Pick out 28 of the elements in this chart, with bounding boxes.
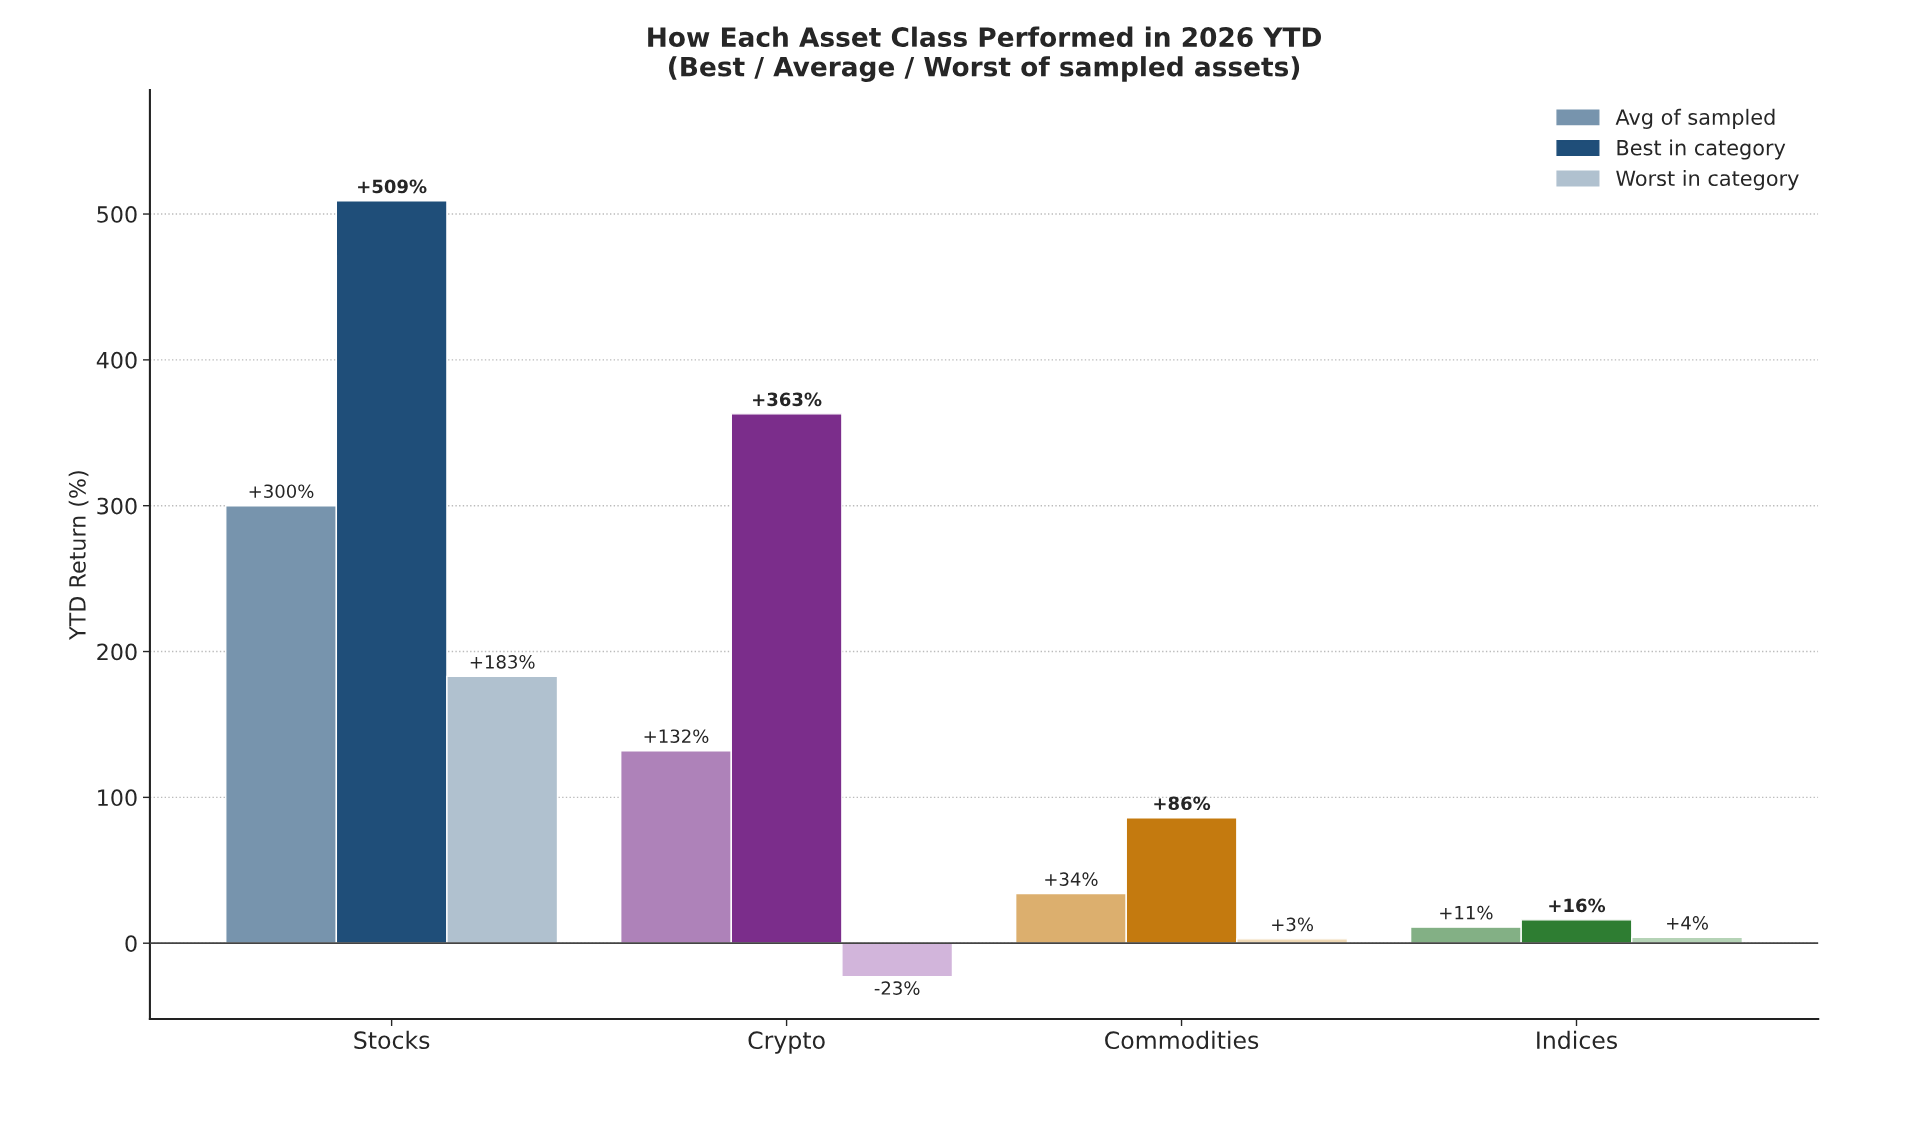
data-label: -23%	[874, 981, 920, 995]
y-tick-label: 300	[97, 497, 137, 515]
y-tick-label: 0	[125, 935, 137, 952]
legend-label: Avg of sampled	[1615, 108, 1775, 129]
data-label: +300%	[249, 484, 314, 499]
data-label: +34%	[1045, 872, 1098, 886]
data-label: +4%	[1667, 916, 1708, 930]
data-label: +509%	[358, 179, 427, 194]
data-label: +16%	[1549, 898, 1606, 913]
legend-label: Best in category	[1617, 139, 1786, 160]
y-tick-label: 200	[97, 643, 137, 661]
x-tick-label: Commodities	[1105, 1030, 1259, 1050]
data-label: +132%	[644, 729, 709, 744]
data-label: +183%	[470, 655, 535, 669]
chart-title: How Each Asset Class Performed in 2026 YTD (Best / Average / Worst of sampled assets)	[648, 26, 1321, 82]
data-label: +11%	[1440, 905, 1493, 920]
y-tick-label: 400	[96, 351, 137, 369]
x-tick-label: Stocks	[354, 1030, 430, 1050]
legend-label: Worst in category	[1616, 169, 1799, 191]
y-tick-label: 100	[98, 789, 137, 807]
x-tick-label: Indices	[1537, 1030, 1617, 1050]
x-tick-label: Crypto	[748, 1031, 825, 1054]
data-label: +363%	[753, 392, 822, 407]
y-tick-label: 500	[97, 205, 137, 223]
bar	[841, 942, 954, 978]
data-label: +3%	[1272, 917, 1314, 932]
data-label: +86%	[1154, 796, 1211, 811]
y-axis-title: YTD Return (%)	[68, 471, 89, 640]
